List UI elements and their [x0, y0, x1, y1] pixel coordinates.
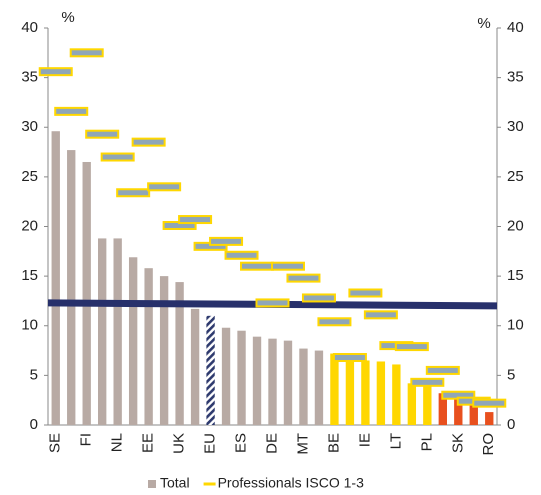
y2-tick-label: 20: [507, 217, 524, 234]
bar: [206, 315, 215, 425]
marker: [270, 261, 305, 271]
bar: [283, 340, 293, 425]
y-tick-label: 25: [21, 168, 38, 185]
x-tick-label: RO: [480, 433, 497, 456]
bar: [67, 150, 76, 425]
y2-tick-label: 35: [507, 69, 524, 86]
legend-swatch: [203, 482, 216, 486]
marker: [363, 310, 398, 320]
marker: [131, 137, 166, 147]
bar: [252, 336, 262, 425]
marker: [224, 250, 259, 260]
marker: [240, 261, 275, 271]
y-tick-label: 10: [21, 317, 38, 334]
x-tick-label: LT: [387, 433, 404, 449]
marker: [286, 273, 321, 283]
bar: [159, 276, 169, 425]
marker: [85, 129, 120, 139]
x-tick-label: BE: [325, 433, 342, 453]
y-tick-label: 30: [21, 118, 38, 135]
y-axis-label: %: [61, 9, 74, 26]
bar: [361, 360, 370, 425]
x-tick-label: PL: [418, 433, 435, 451]
marker: [38, 67, 73, 77]
marker: [425, 365, 460, 375]
bar: [128, 257, 138, 425]
bar: [330, 353, 339, 425]
y-tick-label: 20: [21, 217, 38, 234]
bar: [376, 361, 386, 425]
marker: [116, 188, 151, 198]
x-tick-label: SK: [449, 433, 466, 453]
bar: [175, 282, 184, 425]
marker: [472, 398, 507, 408]
x-tick-label: EU: [202, 433, 219, 454]
bar: [438, 393, 447, 425]
marker: [178, 215, 213, 225]
legend-label: Professionals ISCO 1-3: [218, 475, 364, 491]
x-tick-label: FI: [78, 433, 95, 446]
y2-tick-label: 40: [507, 19, 524, 36]
y-tick-label: 0: [30, 416, 38, 433]
bar: [190, 308, 200, 425]
x-tick-label: DE: [263, 433, 280, 454]
bar: [314, 350, 324, 425]
x-tick-label: ES: [233, 433, 250, 453]
y2-tick-label: 0: [507, 416, 515, 433]
y-tick-label: 35: [21, 69, 38, 86]
legend-swatch: [148, 480, 156, 488]
bar: [82, 161, 91, 426]
bar: [423, 385, 432, 425]
marker: [209, 236, 244, 246]
bar: [51, 131, 60, 425]
x-tick-label: NL: [109, 433, 126, 452]
marker: [394, 342, 429, 352]
bar: [407, 383, 417, 425]
x-tick-label: SE: [47, 433, 64, 453]
marker: [317, 317, 352, 327]
y2-tick-label: 5: [507, 366, 515, 383]
y2-tick-label: 25: [507, 168, 524, 185]
bar: [144, 268, 153, 425]
marker: [348, 288, 383, 298]
bar: [485, 412, 494, 425]
bar: [237, 330, 246, 425]
bar: [345, 356, 355, 425]
marker: [410, 377, 445, 387]
y2-axis-label: %: [477, 15, 490, 32]
x-tick-label: MT: [294, 433, 311, 455]
bar: [454, 398, 463, 425]
bar: [392, 364, 401, 425]
y2-tick-label: 30: [507, 118, 524, 135]
y2-tick-label: 15: [507, 267, 524, 284]
bar: [113, 238, 122, 425]
marker: [54, 106, 89, 116]
bar: [299, 348, 308, 425]
marker: [332, 353, 367, 363]
bar: [98, 238, 107, 425]
marker: [301, 293, 336, 303]
x-tick-label: UK: [171, 433, 188, 454]
marker: [69, 48, 104, 58]
x-tick-label: IE: [356, 433, 373, 447]
marker: [255, 298, 290, 308]
y-tick-label: 5: [30, 366, 38, 383]
y-tick-label: 15: [21, 267, 38, 284]
marker: [147, 182, 182, 192]
x-tick-label: EE: [140, 433, 157, 453]
legend-label: Total: [160, 475, 190, 491]
bar: [268, 338, 277, 425]
marker: [100, 152, 135, 162]
y-tick-label: 40: [21, 19, 38, 36]
bar: [221, 327, 231, 425]
y2-tick-label: 10: [507, 317, 524, 334]
bar: [469, 403, 478, 425]
